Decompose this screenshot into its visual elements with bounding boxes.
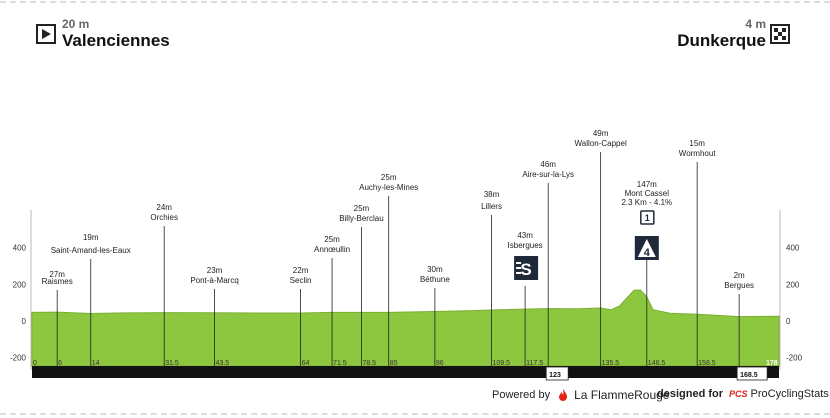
finish-city: Dunkerque <box>677 31 766 50</box>
climb-stats: 2.3 Km - 4.1% <box>621 198 672 207</box>
waypoint-name: Bergues <box>724 281 754 290</box>
waypoint-altitude: 49m <box>593 129 609 138</box>
km-axis: 0 6 14 31.5 43.5 64 71.5 78.5 85 96 109.5 117.5 123 1… <box>32 360 779 381</box>
waypoint-name: Mont Cassel <box>625 189 670 198</box>
waypoint-altitude: 30m <box>427 265 443 274</box>
top-border <box>0 1 830 3</box>
y-tick-label-left: 200 <box>13 280 27 289</box>
footer-powered: Powered by La FlammeRouge <box>492 388 669 402</box>
finish-info: 4 m Dunkerque <box>677 17 766 51</box>
waypoint-altitude: 25m <box>354 204 370 213</box>
sprint-label: S <box>520 260 531 279</box>
waypoint-altitude: 38m <box>484 190 500 199</box>
y-tick-label-left: 0 <box>22 317 27 326</box>
km-tick-label: 78.5 <box>362 360 376 367</box>
designed-label: designed for <box>657 388 724 400</box>
y-tick-label-right: 400 <box>786 244 800 253</box>
km-tick-label: 85 <box>390 360 398 367</box>
waypoint-name: Saint-Amand-les-Eaux <box>51 246 131 255</box>
waypoint-altitude: 25m <box>381 173 397 182</box>
waypoint-altitude: 147m <box>637 180 657 189</box>
waypoint-altitude: 22m <box>293 266 309 275</box>
km-highlight-box <box>736 366 768 381</box>
km-tick-label: 64 <box>302 360 310 367</box>
km-highlight-box <box>545 366 569 381</box>
finish-altitude: 4 m <box>745 17 766 31</box>
y-axis-right: 400 200 0 -200 <box>779 210 803 370</box>
km-axis-bar <box>32 366 779 378</box>
climb-rank: 1 <box>645 213 650 223</box>
waypoint-altitude: 43m <box>517 231 533 240</box>
waypoint-name: Isbergues <box>508 241 543 250</box>
km-tick-label: 168.5 <box>740 372 758 379</box>
waypoint-name: Auchy-les-Mines <box>359 183 418 192</box>
km-tick-label: 6 <box>58 360 62 367</box>
play-flag-icon <box>36 24 56 44</box>
flamme-brand[interactable]: La FlammeRouge <box>574 388 670 402</box>
y-tick-label-left: 400 <box>13 244 27 253</box>
km-tick-label: 109.5 <box>493 360 511 367</box>
markers: S 1 4 <box>514 210 659 280</box>
mountain-icon <box>637 239 656 257</box>
waypoint-altitude: 25m <box>324 235 340 244</box>
pcs-brand[interactable]: ProCyclingStats <box>750 388 829 400</box>
waypoint-altitude: 46m <box>540 160 556 169</box>
km-tick-label: 0 <box>33 360 37 367</box>
y-tick-label-right: -200 <box>786 354 803 363</box>
waypoint-altitude: 2m <box>734 271 745 280</box>
km-tick-label: 146.5 <box>648 360 666 367</box>
start-altitude: 20 m <box>62 17 90 31</box>
waypoint-name: Annœullin <box>314 245 350 254</box>
pcs-logo: PCS <box>729 389 748 399</box>
km-tick-label: 123 <box>549 372 561 379</box>
km-tick-label: 158.5 <box>698 360 716 367</box>
waypoint-name: Aire-sur-la-Lys <box>522 170 574 179</box>
climb-category: 4 <box>644 247 651 259</box>
waypoint-altitude: 19m <box>83 233 99 242</box>
flame-icon <box>559 389 568 401</box>
y-tick-label-right: 0 <box>786 317 791 326</box>
waypoint-altitude: 15m <box>689 139 705 148</box>
powered-label: Powered by <box>492 389 551 401</box>
start-city: Valenciennes <box>62 31 170 50</box>
waypoint-altitude: 27m <box>49 270 65 279</box>
climb-rank-box <box>640 210 655 225</box>
checkered-flag-icon <box>770 24 790 44</box>
waypoint-name: Lillers <box>481 202 502 211</box>
waypoint-name: Seclin <box>290 276 312 285</box>
y-tick-label-right: 200 <box>786 280 800 289</box>
km-tick-label: 135.5 <box>602 360 620 367</box>
waypoint-altitude: 23m <box>207 266 223 275</box>
km-tick-label: 117.5 <box>526 360 543 367</box>
bottom-border <box>0 413 830 415</box>
waypoint-name: Béthune <box>420 275 450 284</box>
profile-area <box>31 289 780 367</box>
y-axis-left: 400 200 0 -200 <box>10 210 32 370</box>
km-tick-label: 31.5 <box>165 360 179 367</box>
waypoint-name: Wormhout <box>679 149 717 158</box>
km-tick-label: 43.5 <box>216 360 230 367</box>
elevation-area <box>31 289 780 367</box>
waypoint-name: Orchies <box>150 213 178 222</box>
waypoint-name: Pont-à-Marcq <box>190 276 238 285</box>
km-tick-label: 96 <box>436 360 444 367</box>
waypoint-name: Raismes <box>42 277 73 286</box>
waypoint-name: Billy-Berclau <box>339 214 383 223</box>
km-tick-label: 71.5 <box>333 360 347 367</box>
y-tick-label-left: -200 <box>10 354 27 363</box>
waypoint-name: Wallon-Cappel <box>575 139 627 148</box>
km-tick-label: 178 <box>766 360 778 367</box>
waypoint-altitude: 24m <box>156 203 172 212</box>
km-tick-label: 14 <box>92 360 100 367</box>
start-info: 20 m Valenciennes <box>62 17 170 51</box>
footer-designed: designed for PCS ProCyclingStats <box>657 388 829 400</box>
